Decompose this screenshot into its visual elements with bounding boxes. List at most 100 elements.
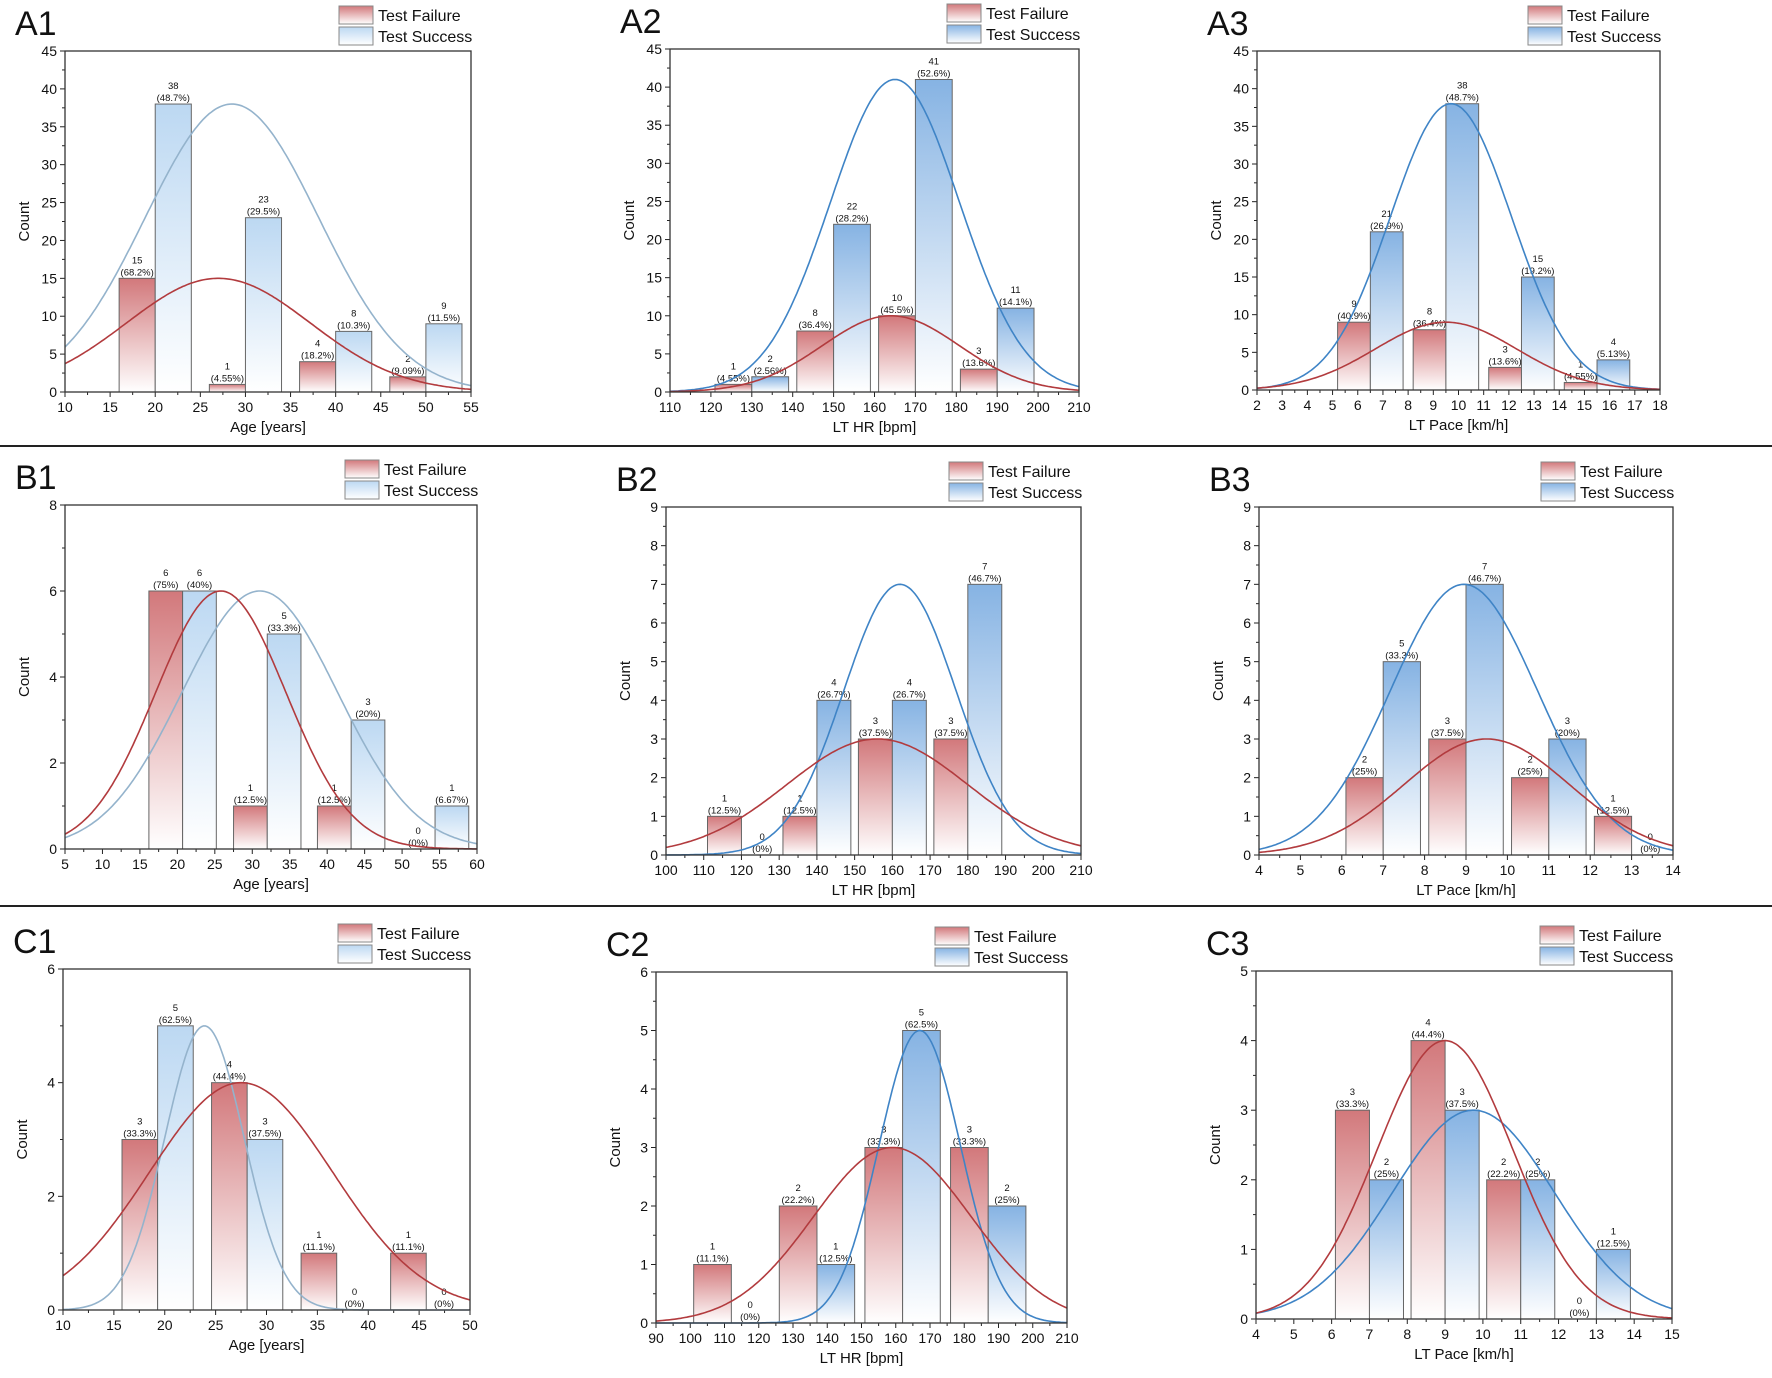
plot-frame bbox=[1255, 970, 1673, 1320]
legend-swatch-failure bbox=[1539, 925, 1575, 945]
success-bar-count: 15 bbox=[1533, 254, 1544, 265]
failure-bar-count: 0 bbox=[416, 826, 421, 837]
x-tick-label: 9 bbox=[1429, 397, 1437, 413]
success-bar bbox=[1520, 276, 1555, 391]
x-tick-label: 17 bbox=[1627, 397, 1643, 413]
legend-swatch-failure bbox=[1540, 461, 1576, 481]
y-tick-label: 5 bbox=[49, 346, 57, 362]
x-tick-label: 11 bbox=[1476, 397, 1491, 413]
success-fit-curve bbox=[64, 590, 478, 845]
failure-bar-percent: (11.1%) bbox=[303, 1242, 336, 1253]
failure-bar-percent: (75%) bbox=[153, 580, 178, 591]
failure-bar-percent: (22.2%) bbox=[1487, 1169, 1520, 1180]
failure-bar-count: 3 bbox=[1350, 1087, 1355, 1098]
success-bar bbox=[1382, 661, 1421, 856]
success-bar-percent: (25%) bbox=[1525, 1169, 1550, 1180]
failure-bar-percent: (22.2%) bbox=[782, 1195, 815, 1206]
y-tick-label: 1 bbox=[640, 1257, 648, 1273]
failure-bar bbox=[1337, 321, 1371, 391]
failure-bar-count: 1 bbox=[248, 783, 253, 794]
y-tick-label: 0 bbox=[47, 1302, 55, 1318]
y-tick-label: 5 bbox=[1241, 344, 1249, 360]
failure-bar-percent: (11.1%) bbox=[392, 1242, 425, 1253]
x-tick-label: 200 bbox=[1026, 399, 1050, 415]
x-tick-label: 110 bbox=[693, 862, 716, 878]
success-bar bbox=[816, 1264, 856, 1324]
failure-bar-percent: (68.2%) bbox=[121, 267, 154, 278]
failure-fit-curve bbox=[1258, 738, 1674, 854]
panel-label: C2 bbox=[606, 926, 649, 964]
success-bar-percent: (11.5%) bbox=[428, 313, 461, 324]
y-tick-label: 0 bbox=[49, 384, 57, 400]
y-tick-label: 4 bbox=[49, 669, 57, 685]
failure-bar-count: 2 bbox=[795, 1183, 800, 1194]
success-fit-curve bbox=[1255, 1109, 1673, 1315]
legend-swatch-success bbox=[948, 482, 984, 502]
y-tick-label: 4 bbox=[47, 1075, 55, 1091]
failure-bar-percent: (36.4%) bbox=[799, 320, 832, 331]
success-fit-curve bbox=[1258, 583, 1674, 851]
failure-bar-count: 8 bbox=[1427, 307, 1432, 318]
success-bar-percent: (28.2%) bbox=[835, 213, 868, 224]
x-tick-label: 160 bbox=[881, 862, 905, 878]
y-tick-label: 8 bbox=[650, 538, 658, 554]
failure-fit-curve bbox=[62, 1081, 471, 1301]
success-bar bbox=[833, 223, 871, 393]
failure-fit-curve bbox=[655, 1146, 1068, 1322]
x-tick-label: 120 bbox=[747, 1330, 771, 1346]
failure-bar bbox=[299, 361, 337, 393]
success-bar-count: 7 bbox=[982, 561, 987, 572]
success-bar-percent: (46.7%) bbox=[968, 573, 1001, 584]
x-tick-label: 130 bbox=[781, 1330, 805, 1346]
y-tick-label: 3 bbox=[650, 731, 658, 747]
y-tick-label: 40 bbox=[646, 79, 662, 95]
success-bar-count: 1 bbox=[1611, 1226, 1616, 1237]
failure-bar-percent: (13.6%) bbox=[1488, 356, 1521, 367]
success-bar-count: 5 bbox=[1399, 639, 1404, 650]
success-bar bbox=[1548, 738, 1587, 856]
y-tick-label: 30 bbox=[646, 155, 662, 171]
success-bar-percent: (26.7%) bbox=[817, 689, 850, 700]
x-tick-label: 45 bbox=[411, 1317, 427, 1333]
failure-bar-percent: (0%) bbox=[740, 1312, 760, 1323]
panel-label: C3 bbox=[1206, 925, 1249, 963]
x-tick-label: 210 bbox=[1067, 399, 1091, 415]
x-tick-label: 6 bbox=[1328, 1326, 1336, 1342]
failure-bar bbox=[878, 315, 916, 393]
failure-bar-count: 0 bbox=[1577, 1296, 1582, 1307]
success-bar-percent: (10.3%) bbox=[337, 320, 370, 331]
x-tick-label: 55 bbox=[463, 399, 479, 415]
x-tick-label: 35 bbox=[282, 856, 298, 872]
x-axis-title: LT HR [bpm] bbox=[832, 882, 916, 899]
y-tick-label: 4 bbox=[1240, 1033, 1248, 1049]
x-tick-label: 110 bbox=[659, 399, 682, 415]
x-tick-label: 7 bbox=[1366, 1326, 1374, 1342]
y-tick-label: 10 bbox=[646, 308, 662, 324]
success-bar bbox=[1369, 231, 1404, 391]
failure-bar-count: 0 bbox=[441, 1287, 446, 1298]
x-tick-label: 50 bbox=[418, 399, 434, 415]
success-bar-count: 3 bbox=[1565, 716, 1570, 727]
legend-swatch-success bbox=[337, 944, 373, 964]
x-tick-label: 100 bbox=[654, 862, 678, 878]
x-axis-title: Age [years] bbox=[229, 1337, 305, 1354]
y-tick-label: 0 bbox=[49, 841, 57, 857]
y-tick-label: 25 bbox=[646, 193, 662, 209]
success-bar-percent: (2.56%) bbox=[754, 366, 787, 377]
failure-bar bbox=[782, 815, 818, 856]
x-axis-title: LT Pace [km/h] bbox=[1409, 417, 1509, 434]
x-tick-label: 190 bbox=[986, 399, 1010, 415]
plot-frame bbox=[669, 48, 1080, 393]
failure-bar-count: 2 bbox=[1528, 755, 1533, 766]
failure-bar-percent: (12.5%) bbox=[234, 795, 267, 806]
legend-label-failure: Test Failure bbox=[988, 464, 1071, 481]
failure-bar-percent: (4.55%) bbox=[1564, 371, 1597, 382]
failure-bar-count: 9 bbox=[1351, 299, 1356, 310]
panel-label: A1 bbox=[15, 5, 57, 43]
success-bar-percent: (6.67%) bbox=[435, 795, 468, 806]
success-bar-count: 2 bbox=[1384, 1157, 1389, 1168]
failure-bar bbox=[707, 815, 742, 856]
success-bar bbox=[902, 1030, 941, 1324]
